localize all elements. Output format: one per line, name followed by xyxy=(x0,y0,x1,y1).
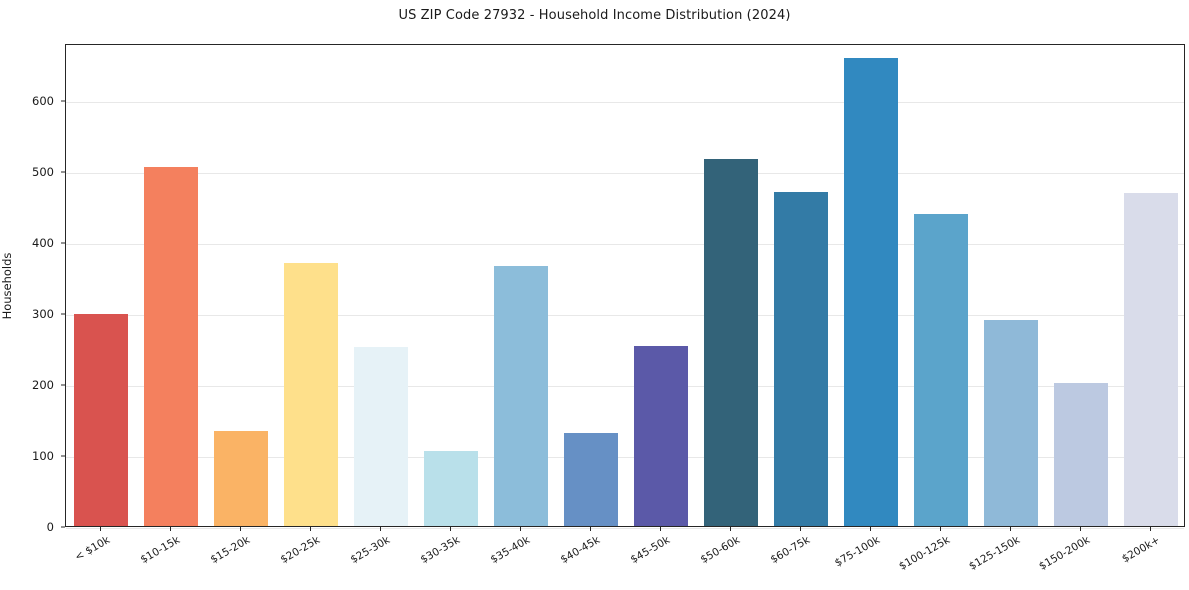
bar[interactable] xyxy=(493,266,549,526)
x-tick-label: < $10k xyxy=(72,534,112,564)
y-tick-label: 400 xyxy=(32,235,54,250)
x-tick-label: $40-45k xyxy=(558,534,602,567)
x-tick-label: $45-50k xyxy=(628,534,672,567)
x-tick-mark xyxy=(240,527,241,531)
x-tick-label: $100-125k xyxy=(896,534,952,573)
x-tick-mark xyxy=(310,527,311,531)
bar[interactable] xyxy=(283,263,339,526)
x-tick-mark xyxy=(170,527,171,531)
x-tick-label: $20-25k xyxy=(278,534,322,567)
y-tick-mark xyxy=(61,171,65,173)
y-tick-mark xyxy=(61,526,65,528)
y-axis-ticks: 0 100 200 300 400 500 600 xyxy=(0,44,65,534)
bar[interactable] xyxy=(423,451,479,526)
x-tick-label: $125-150k xyxy=(966,534,1022,573)
x-tick-label: $30-35k xyxy=(418,534,462,567)
x-tick-mark xyxy=(450,527,451,531)
y-tick-label: 200 xyxy=(32,377,54,392)
x-axis-ticks: < $10k $10-15k $15-20k $20-25k $25-30k $30-35… xyxy=(65,527,1185,590)
y-tick-label: 500 xyxy=(32,164,54,179)
x-tick-label: $10-15k xyxy=(138,534,182,567)
y-tick-mark xyxy=(61,384,65,386)
bar[interactable] xyxy=(143,167,199,526)
x-tick-mark xyxy=(870,527,871,531)
x-tick-mark xyxy=(1010,527,1011,531)
y-tick-label: 600 xyxy=(32,93,54,108)
x-tick-mark xyxy=(800,527,801,531)
y-tick-label: 300 xyxy=(32,306,54,321)
y-tick-mark xyxy=(61,242,65,244)
x-tick-mark xyxy=(590,527,591,531)
plot-area xyxy=(65,44,1185,529)
bar[interactable] xyxy=(353,347,409,526)
bar[interactable] xyxy=(773,192,829,526)
bar[interactable] xyxy=(983,320,1039,526)
x-tick-label: $25-30k xyxy=(348,534,392,567)
chart-title: US ZIP Code 27932 - Household Income Dis… xyxy=(398,8,791,23)
x-tick-mark xyxy=(520,527,521,531)
bar-series xyxy=(66,45,1184,526)
x-tick-mark xyxy=(380,527,381,531)
bar[interactable] xyxy=(1053,383,1109,526)
x-tick-label: $60-75k xyxy=(768,534,812,567)
bar[interactable] xyxy=(703,158,759,526)
x-tick-label: $75-100k xyxy=(832,534,882,570)
x-tick-label: $35-40k xyxy=(488,534,532,567)
x-tick-mark xyxy=(100,527,101,531)
bar[interactable] xyxy=(73,314,129,526)
bar[interactable] xyxy=(633,345,689,526)
x-tick-mark xyxy=(730,527,731,531)
x-tick-mark xyxy=(940,527,941,531)
y-tick-label: 100 xyxy=(32,448,54,463)
bar[interactable] xyxy=(913,214,969,526)
x-tick-mark xyxy=(1080,527,1081,531)
y-tick-label: 0 xyxy=(46,520,54,534)
x-tick-label: $150-200k xyxy=(1036,534,1092,573)
bar[interactable] xyxy=(213,430,269,526)
x-tick-mark xyxy=(1150,527,1151,531)
y-tick-mark xyxy=(61,100,65,102)
bar[interactable] xyxy=(1123,192,1179,526)
bar[interactable] xyxy=(563,432,619,526)
bar[interactable] xyxy=(843,57,899,526)
x-tick-label: $50-60k xyxy=(698,534,742,567)
y-tick-mark xyxy=(61,455,65,457)
y-tick-mark xyxy=(61,313,65,315)
x-tick-mark xyxy=(660,527,661,531)
x-tick-label: $15-20k xyxy=(208,534,252,567)
x-tick-label: $200k+ xyxy=(1119,534,1162,566)
